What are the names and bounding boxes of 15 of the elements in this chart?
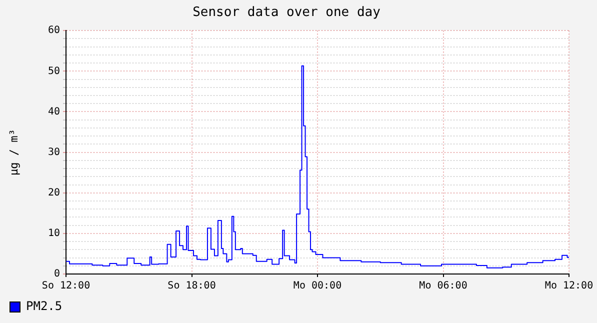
y-tick-label: 20 xyxy=(48,187,60,198)
legend-label: PM2.5 xyxy=(26,299,62,314)
x-tick-label: Mo 06:00 xyxy=(419,280,468,292)
y-tick-label: 60 xyxy=(48,25,60,36)
x-tick-label: So 18:00 xyxy=(168,280,216,292)
x-tick-label: Mo 12:00 xyxy=(544,280,594,292)
y-tick-label: 40 xyxy=(48,106,60,118)
x-tick-label: Mo 00:00 xyxy=(293,280,342,292)
y-tick-label: 50 xyxy=(48,66,60,77)
x-tick-label: So 12:00 xyxy=(42,280,90,292)
y-tick-label: 0 xyxy=(54,268,60,280)
y-tick-label: 10 xyxy=(48,228,60,240)
y-tick-label: 30 xyxy=(48,146,60,158)
y-axis-title: µg / m³ xyxy=(7,129,20,176)
chart-title: Sensor data over one day xyxy=(192,5,381,20)
